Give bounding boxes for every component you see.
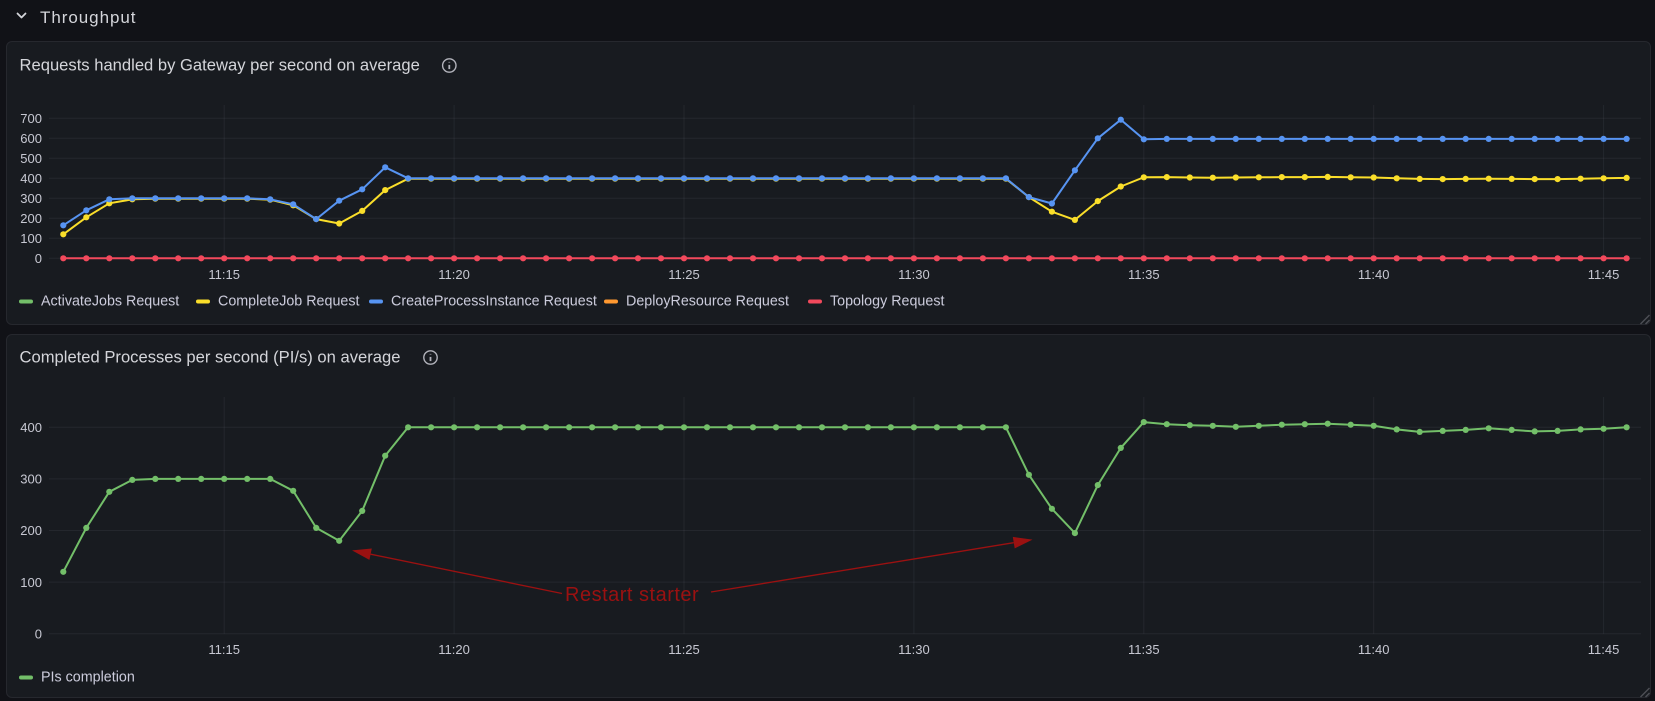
svg-text:100: 100 <box>20 575 42 590</box>
svg-text:Restart starter: Restart starter <box>565 584 699 606</box>
svg-text:400: 400 <box>20 420 42 435</box>
svg-text:300: 300 <box>20 191 42 206</box>
svg-text:11:25: 11:25 <box>668 267 700 282</box>
svg-text:600: 600 <box>20 131 42 146</box>
svg-text:11:15: 11:15 <box>208 642 240 657</box>
svg-text:11:40: 11:40 <box>1358 642 1390 657</box>
svg-text:11:40: 11:40 <box>1358 267 1390 282</box>
svg-text:200: 200 <box>20 211 42 226</box>
svg-text:400: 400 <box>20 171 42 186</box>
svg-text:DeployResource Request: DeployResource Request <box>626 294 789 310</box>
svg-text:Completed Processes per second: Completed Processes per second (PI/s) on… <box>20 348 401 367</box>
svg-text:Topology Request: Topology Request <box>830 294 944 310</box>
svg-text:11:30: 11:30 <box>898 642 930 657</box>
svg-text:CreateProcessInstance Request: CreateProcessInstance Request <box>391 294 597 310</box>
svg-text:11:45: 11:45 <box>1588 642 1620 657</box>
svg-text:Throughput: Throughput <box>40 8 136 27</box>
svg-text:300: 300 <box>20 472 42 487</box>
svg-text:200: 200 <box>20 523 42 538</box>
svg-text:11:35: 11:35 <box>1128 267 1160 282</box>
svg-text:11:25: 11:25 <box>668 642 700 657</box>
svg-text:11:20: 11:20 <box>438 642 470 657</box>
svg-text:500: 500 <box>20 151 42 166</box>
svg-text:0: 0 <box>35 626 42 641</box>
svg-text:11:35: 11:35 <box>1128 642 1160 657</box>
svg-text:CompleteJob Request: CompleteJob Request <box>218 294 359 310</box>
svg-text:11:20: 11:20 <box>438 267 470 282</box>
svg-text:PIs completion: PIs completion <box>41 670 135 686</box>
svg-text:11:15: 11:15 <box>208 267 240 282</box>
svg-text:100: 100 <box>20 231 42 246</box>
svg-text:0: 0 <box>35 251 42 266</box>
svg-text:11:45: 11:45 <box>1588 267 1620 282</box>
svg-text:Requests handled by Gateway pe: Requests handled by Gateway per second o… <box>20 56 420 75</box>
svg-text:700: 700 <box>20 111 42 126</box>
svg-text:ActivateJobs Request: ActivateJobs Request <box>41 294 179 310</box>
svg-text:11:30: 11:30 <box>898 267 930 282</box>
